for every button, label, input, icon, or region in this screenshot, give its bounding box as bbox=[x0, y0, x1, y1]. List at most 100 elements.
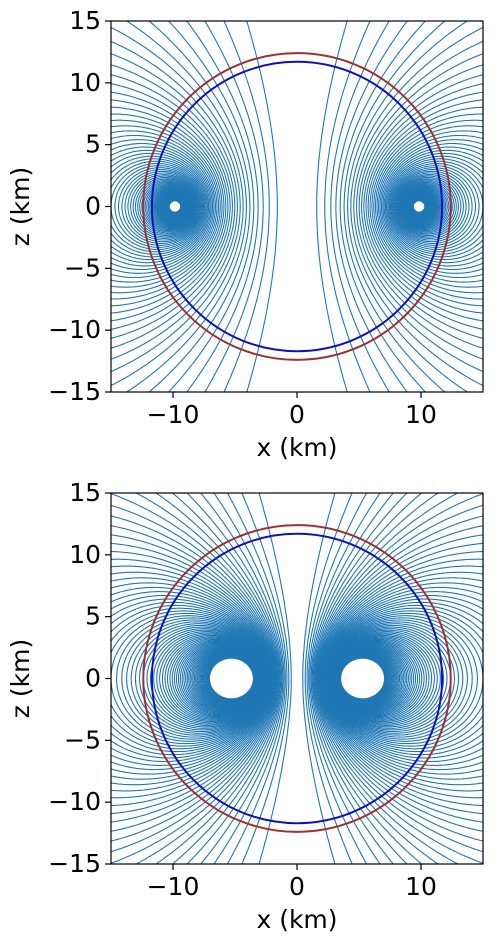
y-tick-label: −10 bbox=[48, 787, 101, 816]
y-tick-label: 5 bbox=[85, 602, 101, 631]
field-line bbox=[111, 106, 483, 307]
x-tick-label: 0 bbox=[289, 400, 305, 429]
y-axis-label: z (km) bbox=[6, 167, 35, 246]
y-tick-label: 15 bbox=[69, 478, 101, 507]
axes-frame bbox=[110, 492, 484, 865]
field-line bbox=[207, 656, 387, 701]
field-line bbox=[111, 607, 483, 750]
field-line bbox=[111, 160, 483, 253]
field-line bbox=[149, 185, 445, 228]
boundary-circle bbox=[142, 52, 452, 361]
field-line bbox=[111, 162, 483, 251]
field-line bbox=[213, 493, 381, 864]
field-line bbox=[111, 99, 483, 314]
field-line bbox=[111, 504, 483, 853]
field-line bbox=[204, 655, 390, 702]
field-line bbox=[111, 534, 483, 823]
y-tick-label: 0 bbox=[85, 192, 101, 221]
field-line bbox=[116, 615, 478, 742]
x-axis-label: x (km) bbox=[256, 433, 337, 462]
field-line bbox=[146, 183, 448, 230]
field-line bbox=[111, 610, 483, 747]
field-line bbox=[198, 652, 396, 705]
field-line bbox=[258, 493, 336, 864]
field-line bbox=[168, 200, 426, 213]
panel: −10 0 10 −15 −10 −5 0 5 10 15 x (km) z (km) bbox=[6, 6, 484, 462]
boundary-circle bbox=[142, 524, 452, 833]
field-line bbox=[205, 655, 389, 702]
field-line bbox=[223, 21, 371, 392]
field-line bbox=[111, 83, 483, 330]
field-line bbox=[111, 155, 483, 258]
field-line bbox=[141, 180, 453, 233]
field-line bbox=[111, 142, 483, 271]
field-line bbox=[111, 119, 483, 294]
field-line bbox=[134, 176, 460, 237]
y-tick-label: −15 bbox=[48, 377, 101, 406]
field-line bbox=[144, 182, 450, 231]
boundary-circle bbox=[150, 60, 444, 353]
field-line bbox=[200, 493, 394, 864]
field-line bbox=[111, 525, 483, 832]
field-line bbox=[200, 653, 394, 704]
field-line bbox=[199, 652, 395, 705]
field-line bbox=[203, 654, 391, 703]
y-tick-label: −15 bbox=[48, 849, 101, 878]
field-line bbox=[111, 149, 483, 264]
x-axis-label: x (km) bbox=[256, 905, 337, 934]
field-line bbox=[111, 53, 483, 360]
field-line bbox=[111, 586, 483, 771]
field-line bbox=[111, 158, 483, 255]
x-tick-label: −10 bbox=[147, 400, 200, 429]
field-line bbox=[246, 21, 348, 392]
field-line bbox=[111, 515, 483, 842]
field-line bbox=[132, 175, 462, 238]
field-line bbox=[202, 654, 392, 703]
field-line bbox=[111, 152, 483, 261]
field-line bbox=[204, 21, 390, 392]
y-tick-label: 5 bbox=[85, 130, 101, 159]
field-line bbox=[206, 656, 388, 701]
boundary-circle bbox=[150, 532, 444, 825]
field-line bbox=[142, 626, 452, 731]
field-line bbox=[111, 139, 483, 274]
field-line bbox=[111, 577, 483, 780]
field-line bbox=[130, 621, 464, 736]
field-line bbox=[111, 558, 483, 799]
field-line bbox=[111, 113, 483, 300]
field-line bbox=[111, 542, 483, 815]
x-tick-label: 10 bbox=[405, 872, 437, 901]
x-tick-label: −10 bbox=[147, 872, 200, 901]
x-tick-label: 0 bbox=[289, 872, 305, 901]
field-line bbox=[156, 632, 438, 725]
y-tick-label: −10 bbox=[48, 315, 101, 344]
field-line bbox=[134, 623, 460, 734]
x-tick-label: 10 bbox=[405, 400, 437, 429]
field-line bbox=[208, 657, 386, 700]
y-axis-label: z (km) bbox=[6, 639, 35, 718]
field-line bbox=[111, 612, 483, 745]
y-tick-label: 10 bbox=[69, 68, 101, 97]
field-line bbox=[153, 631, 441, 726]
field-line bbox=[164, 636, 430, 721]
y-tick-label: −5 bbox=[64, 253, 101, 282]
y-tick-label: 15 bbox=[69, 6, 101, 35]
field-line bbox=[111, 146, 483, 267]
field-line bbox=[111, 594, 483, 763]
y-tick-label: 0 bbox=[85, 664, 101, 693]
field-line bbox=[111, 598, 483, 759]
y-tick-label: −5 bbox=[64, 725, 101, 754]
field-line bbox=[126, 21, 468, 392]
field-line bbox=[201, 653, 393, 704]
field-line bbox=[111, 565, 483, 792]
field-line bbox=[111, 601, 483, 756]
field-line bbox=[111, 551, 483, 806]
plot-area bbox=[111, 493, 483, 864]
plot-area bbox=[111, 21, 483, 392]
field-line bbox=[111, 130, 483, 283]
field-line bbox=[111, 125, 483, 288]
field-line bbox=[111, 91, 483, 322]
panel: −10 0 10 −15 −10 −5 0 5 10 15 x (km) z (km) bbox=[6, 478, 484, 934]
field-line bbox=[197, 651, 397, 706]
field-line bbox=[111, 591, 483, 766]
